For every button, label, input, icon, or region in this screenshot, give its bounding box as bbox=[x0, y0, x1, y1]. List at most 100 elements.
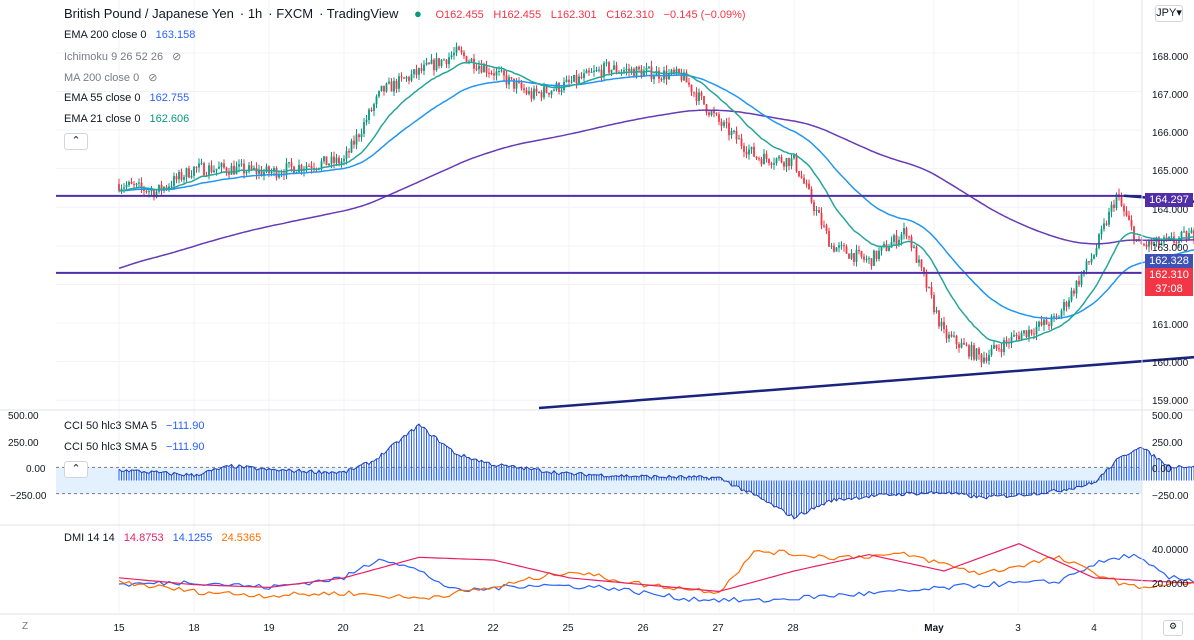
candle-body bbox=[750, 146, 753, 150]
candle-body bbox=[915, 246, 918, 263]
candle-body bbox=[1175, 242, 1178, 244]
candle-body bbox=[913, 246, 915, 248]
candle-body bbox=[178, 172, 180, 180]
candle-body bbox=[1105, 223, 1108, 225]
candle-body bbox=[478, 65, 480, 70]
candle-body bbox=[358, 134, 360, 138]
legend-ema21-name: EMA 21 close 0 bbox=[64, 113, 141, 125]
legend-ema55[interactable]: EMA 55 close 0 162.755 bbox=[64, 92, 195, 104]
candle-body bbox=[983, 357, 985, 363]
candle-body bbox=[580, 76, 583, 79]
candle-body bbox=[575, 75, 578, 84]
legend-dmi-name: DMI 14 14 bbox=[64, 532, 115, 544]
time-tick: 19 bbox=[263, 623, 275, 634]
price-tick: 161.000 bbox=[1152, 320, 1189, 331]
candle-body bbox=[838, 245, 840, 248]
candle-body bbox=[390, 81, 393, 92]
candle-body bbox=[790, 158, 793, 167]
legend-ma200[interactable]: MA 200 close 0 ⊘ bbox=[64, 71, 164, 84]
legend-dmi-adx: 24.5365 bbox=[221, 532, 262, 544]
eye-hidden-icon[interactable]: ⊘ bbox=[148, 72, 158, 84]
candle-body bbox=[665, 70, 668, 80]
symbol-source: FXCM bbox=[276, 6, 314, 21]
candle-body bbox=[1115, 194, 1118, 208]
candle-body bbox=[1120, 197, 1123, 206]
candle-body bbox=[398, 76, 400, 89]
candle-body bbox=[260, 169, 263, 176]
candle-body bbox=[1068, 300, 1070, 307]
candle-body bbox=[1098, 234, 1100, 249]
candle-body bbox=[570, 81, 573, 83]
candle-body bbox=[620, 71, 623, 73]
ohlc-high: H162.455 bbox=[493, 9, 542, 21]
candle-body bbox=[388, 81, 390, 84]
candle-body bbox=[365, 120, 368, 123]
legend-cci-1[interactable]: CCI 50 hlc3 SMA 5 −111.90 bbox=[64, 420, 210, 432]
legend-ema21[interactable]: EMA 21 close 0 162.606 bbox=[64, 113, 195, 125]
candle-body bbox=[248, 165, 250, 172]
time-tick: 22 bbox=[487, 623, 499, 634]
settings-gear-icon[interactable]: ⚙ bbox=[1163, 620, 1183, 636]
candle-body bbox=[978, 348, 980, 355]
candle-body bbox=[678, 68, 680, 74]
currency-button[interactable]: JPY▾ bbox=[1155, 5, 1183, 22]
candle-body bbox=[533, 88, 535, 99]
zoom-icon[interactable]: Z bbox=[22, 621, 29, 632]
candle-body bbox=[1003, 340, 1005, 353]
candle-body bbox=[418, 68, 420, 75]
candle-body bbox=[605, 62, 608, 64]
symbol-interval: 1h bbox=[247, 6, 263, 21]
candle-body bbox=[638, 66, 640, 70]
candle-body bbox=[238, 164, 240, 167]
candle-body bbox=[505, 75, 508, 85]
candle-body bbox=[565, 79, 568, 82]
collapse-legend-button[interactable]: ⌃ bbox=[64, 133, 88, 150]
legend-ema200-value: 163.158 bbox=[155, 29, 196, 41]
candle-body bbox=[1045, 319, 1048, 325]
candle-body bbox=[213, 170, 215, 173]
candle-body bbox=[243, 163, 245, 174]
candle-body bbox=[430, 59, 433, 65]
candle-body bbox=[218, 166, 220, 169]
cci-pane[interactable] bbox=[56, 423, 1194, 520]
candle-body bbox=[183, 177, 185, 180]
legend-cci-2[interactable]: CCI 50 hlc3 SMA 5 −111.90 bbox=[64, 441, 210, 453]
candle-body bbox=[783, 162, 785, 167]
candle-body bbox=[560, 90, 563, 92]
candle-body bbox=[758, 158, 760, 160]
candle-body bbox=[890, 241, 893, 248]
price-pane[interactable] bbox=[56, 42, 1194, 410]
candle-body bbox=[995, 344, 998, 349]
candle-body bbox=[288, 162, 290, 164]
candle-body bbox=[230, 165, 233, 175]
eye-hidden-icon[interactable]: ⊘ bbox=[172, 51, 182, 63]
candle-body bbox=[745, 151, 748, 155]
candle-body bbox=[270, 171, 273, 174]
candle-body bbox=[325, 156, 328, 166]
time-tick: 28 bbox=[787, 623, 799, 634]
dmi-pane[interactable] bbox=[118, 543, 1194, 603]
candle-body bbox=[583, 73, 585, 79]
candle-body bbox=[748, 149, 750, 155]
candle-body bbox=[585, 70, 588, 74]
collapse-cci-legend-button[interactable]: ⌃ bbox=[64, 461, 88, 478]
candle-body bbox=[165, 187, 168, 189]
dmi-tick: 20.0000 bbox=[1152, 579, 1189, 590]
candle-body bbox=[683, 72, 685, 81]
legend-ichimoku[interactable]: Ichimoku 9 26 52 26 ⊘ bbox=[64, 50, 187, 63]
candle-body bbox=[880, 246, 883, 251]
legend-dmi[interactable]: DMI 14 14 14.8753 14.1255 24.5365 bbox=[64, 532, 267, 544]
candle-body bbox=[405, 77, 408, 79]
candle-body bbox=[168, 186, 170, 189]
candle-body bbox=[170, 186, 173, 188]
candle-body bbox=[305, 165, 308, 169]
candle-body bbox=[1168, 236, 1170, 239]
candle-body bbox=[958, 344, 960, 348]
candle-body bbox=[675, 68, 678, 73]
candle-body bbox=[960, 342, 963, 348]
legend-ema21-value: 162.606 bbox=[149, 113, 190, 125]
legend-ema200[interactable]: EMA 200 close 0 163.158 bbox=[64, 29, 201, 41]
candle-body bbox=[1088, 261, 1090, 263]
